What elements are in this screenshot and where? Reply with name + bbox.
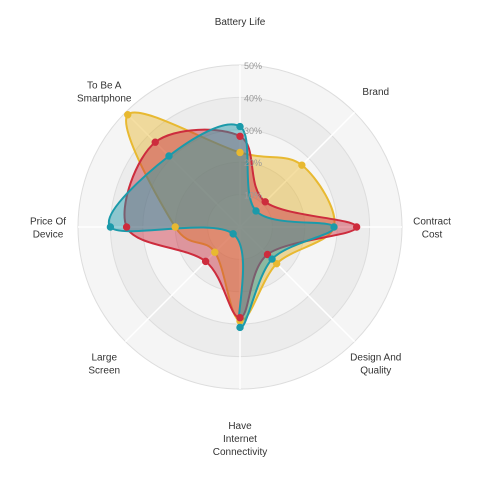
series-1-point[interactable] (211, 248, 219, 256)
axis-label: Brand (362, 87, 389, 98)
series-3-point[interactable] (268, 255, 276, 263)
series-3-point[interactable] (252, 207, 260, 215)
axis-label-line: Battery Life (215, 17, 266, 28)
axis-label: Price Of Device (30, 217, 66, 241)
axis-label-line: Large (91, 352, 117, 363)
series-2-point[interactable] (201, 257, 210, 266)
series-2-point[interactable] (352, 223, 361, 231)
axis-label-line: Have (228, 421, 252, 432)
series-2-point[interactable] (261, 198, 269, 206)
axis-label-line: Internet (223, 434, 257, 445)
series-2-point[interactable] (236, 132, 244, 140)
series-2-point[interactable] (263, 250, 272, 259)
spoke-line (239, 111, 356, 228)
axis-label-line: Cost (422, 230, 443, 241)
series-1-point[interactable] (298, 161, 306, 169)
axis-label-line: Contract (413, 217, 451, 228)
tick-label: 50% (244, 61, 262, 71)
axis-label: To Be A Smartphone (77, 81, 132, 105)
axis-label-line: Device (33, 230, 64, 241)
spoke-line (124, 226, 241, 343)
series-1-point[interactable] (171, 223, 179, 231)
series-1-point[interactable] (272, 259, 281, 268)
series-2-point[interactable] (236, 314, 244, 322)
axis-label-line: Quality (360, 365, 391, 376)
axis-label-line: Price Of (30, 217, 66, 228)
tick-label: 20% (244, 158, 262, 168)
axis-label-line: Smartphone (77, 94, 132, 105)
series-3-point[interactable] (106, 223, 115, 231)
series-3-point[interactable] (236, 323, 244, 332)
spoke-line (239, 226, 356, 343)
axis-label-line: Screen (88, 365, 120, 376)
axis-label: Battery Life (215, 17, 266, 28)
tick-label: 40% (244, 93, 262, 103)
axis-label: Have Internet Connectivity (213, 421, 267, 458)
series-2-point[interactable] (151, 138, 159, 146)
axis-label: Contract Cost (413, 217, 451, 241)
series-3-point[interactable] (229, 230, 237, 238)
tick-label: 30% (244, 126, 262, 136)
series-3-point[interactable] (330, 223, 338, 231)
tick-label: 10% (244, 191, 262, 201)
series-3-point[interactable] (165, 152, 173, 160)
axis-label: Design And Quality (350, 352, 401, 376)
series-1-point[interactable] (124, 111, 132, 119)
series-2-point[interactable] (122, 223, 131, 231)
axis-label-line: To Be A (87, 81, 122, 92)
spoke-line (124, 111, 241, 228)
series-1-point[interactable] (236, 148, 244, 157)
axis-label-line: Design And (350, 352, 401, 363)
axis-label: Large Screen (88, 352, 120, 376)
axis-label-line: Connectivity (213, 447, 267, 458)
axis-label-line: Brand (362, 87, 389, 98)
series-3-point[interactable] (236, 122, 244, 131)
